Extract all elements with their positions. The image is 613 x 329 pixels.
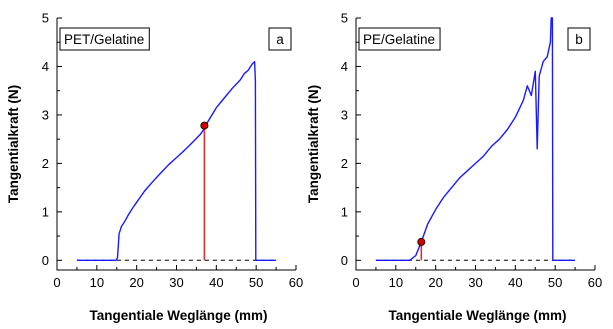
y-tick-label: 0 — [42, 253, 49, 268]
y-tick-label: 2 — [341, 156, 348, 171]
axes-frame — [355, 18, 595, 271]
series-line — [375, 17, 576, 261]
panel-label-box — [358, 27, 441, 51]
series-line — [76, 60, 277, 261]
y-tick-label: 4 — [42, 59, 49, 74]
panel-letter: b — [575, 32, 583, 47]
panel-label: PE/Gelatine — [363, 32, 435, 47]
panel-letter-box — [268, 27, 292, 51]
axes-frame — [56, 18, 296, 271]
y-tick-label: 5 — [42, 11, 49, 26]
marker-point — [417, 237, 426, 246]
chart-panel-a: 0 10 20 30 40 50 60 0 1 2 3 4 5 Tangentiale Weglänge … — [6, 11, 303, 324]
x-tick-label: 60 — [289, 275, 303, 290]
x-axis-title: Tangentiale Weglänge (mm) — [89, 308, 267, 323]
y-axis-title: Tangentialkraft (N) — [6, 85, 21, 203]
y-tick-label: 3 — [42, 107, 49, 122]
x-tick-label: 50 — [548, 275, 562, 290]
x-tick-label: 40 — [209, 275, 223, 290]
y-tick-label: 1 — [42, 204, 49, 219]
x-tick-label: 10 — [90, 275, 104, 290]
marker-point — [200, 121, 209, 130]
x-tick-label: 30 — [468, 275, 482, 290]
y-tick-label: 4 — [341, 59, 348, 74]
chart-panel-b: 0 10 20 30 40 50 60 0 1 2 3 4 5 Tangentiale Weglänge … — [306, 11, 602, 324]
x-tick-label: 10 — [389, 275, 403, 290]
x-tick-label: 20 — [428, 275, 442, 290]
x-tick-label: 0 — [53, 275, 60, 290]
x-tick-label: 30 — [169, 275, 183, 290]
panel-label: PET/Gelatine — [64, 32, 144, 47]
y-tick-label: 1 — [341, 204, 348, 219]
x-axis-title: Tangentiale Weglänge (mm) — [388, 308, 566, 323]
y-axis-title: Tangentialkraft (N) — [306, 85, 321, 203]
x-tick-label: 50 — [249, 275, 263, 290]
x-tick-label: 40 — [508, 275, 522, 290]
x-tick-label: 60 — [588, 275, 602, 290]
panel-letter: a — [276, 32, 284, 47]
panel-letter-box — [567, 27, 591, 51]
panel-label-box — [59, 27, 150, 51]
x-tick-label: 20 — [129, 275, 143, 290]
y-tick-label: 0 — [341, 253, 348, 268]
x-tick-label: 0 — [352, 275, 359, 290]
y-tick-label: 3 — [341, 107, 348, 122]
y-tick-label: 5 — [341, 11, 348, 26]
y-tick-label: 2 — [42, 156, 49, 171]
